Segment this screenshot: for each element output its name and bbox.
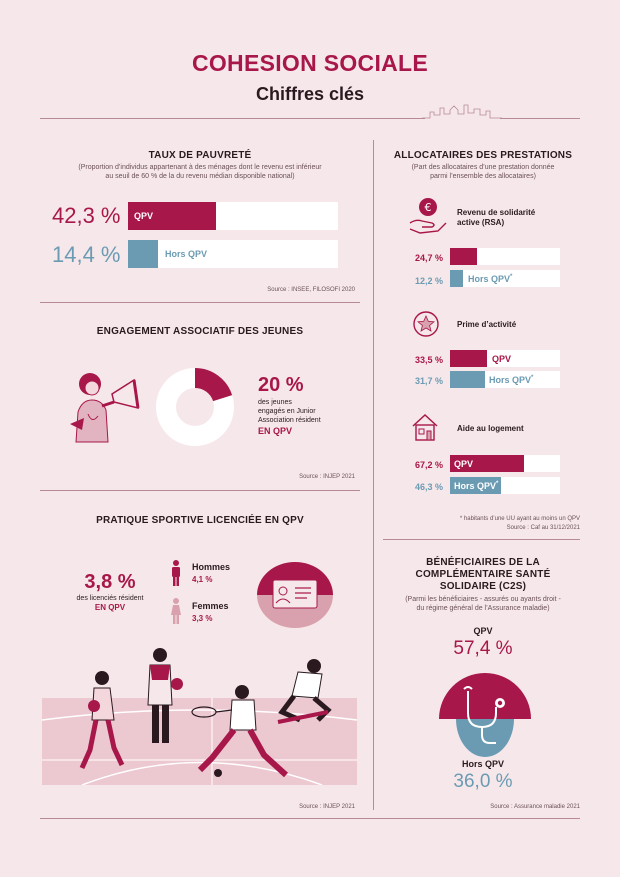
allocataires-source: Source : Caf au 31/12/2021 bbox=[506, 525, 580, 531]
page-title: COHESION SOCIALE bbox=[191, 50, 429, 76]
pauvrete-hors-label: Hors QPV bbox=[165, 249, 208, 259]
engagement-title: ENGAGEMENT ASSOCIATIF DES JEUNES bbox=[96, 326, 304, 337]
c2s-qpv-value: 57,4 % bbox=[453, 638, 513, 659]
allocataires-subtitle-1: (Part des allocataires d’une prestation … bbox=[411, 164, 555, 171]
header-rule-right bbox=[500, 118, 580, 119]
prime-hors-label: Hors QPV* bbox=[489, 375, 533, 385]
engagement-highlight: EN QPV bbox=[258, 426, 293, 436]
allocataires-footnote: * habitants d’une UU ayant au moins un Q… bbox=[459, 516, 580, 522]
pauvrete-subtitle-2: au seuil de 60 % de la du revenu médian … bbox=[105, 173, 295, 180]
sport-source: Source : INJEP 2021 bbox=[299, 804, 355, 810]
rsa-hors-label: Hors QPV* bbox=[468, 274, 512, 284]
rsa-hors-bar-track bbox=[450, 270, 560, 287]
rsa-title-1: Revenu de solidarité bbox=[457, 208, 536, 217]
prime-hors-bar bbox=[450, 371, 485, 388]
man-icon bbox=[172, 560, 180, 586]
prime-title: Prime d’activité bbox=[457, 320, 517, 329]
hommes-value: 4,1 % bbox=[192, 575, 213, 584]
allocataires-subtitle-2: parmi l’ensemble des allocataires) bbox=[430, 173, 536, 180]
page-subtitle: Chiffres clés bbox=[255, 84, 365, 104]
logement-qpv-label: QPV bbox=[454, 459, 474, 469]
rsa-qpv-bar bbox=[450, 248, 477, 265]
sport-title: PRATIQUE SPORTIVE LICENCIÉE EN QPV bbox=[96, 515, 304, 526]
pauvrete-rule bbox=[40, 302, 360, 303]
rsa-qpv-label: QPV bbox=[486, 252, 506, 262]
c2s-title-3: SOLIDAIRE (C2S) bbox=[439, 581, 527, 592]
engagement-donut bbox=[156, 368, 234, 446]
c2s-source: Source : Assurance maladie 2021 bbox=[490, 804, 580, 810]
c2s-title-1: BÉNÉFICIAIRES DE LA bbox=[426, 557, 540, 568]
engagement-text-1: des jeunes bbox=[258, 399, 292, 406]
c2s-title-2: COMPLÉMENTAIRE SANTÉ bbox=[415, 569, 551, 580]
prime-qpv-bar bbox=[450, 350, 487, 367]
c2s-subtitle-1: (Parmi les bénéficiaires - assurés ou ay… bbox=[405, 596, 561, 603]
engagement-value: 20 % bbox=[258, 374, 304, 396]
logement-hors-label-text: Hors QPV bbox=[454, 481, 497, 491]
allocataires-rule bbox=[383, 539, 580, 540]
engagement-text-2: engagés en Junior bbox=[258, 408, 316, 415]
rsa-qpv-value: 24,7 % bbox=[414, 253, 443, 263]
sport-value: 3,8 % bbox=[84, 571, 136, 593]
engagement-rule bbox=[40, 490, 360, 491]
engagement-text-3: Association résident bbox=[258, 417, 321, 424]
pauvrete-qpv-label: QPV bbox=[134, 211, 154, 221]
pauvrete-hors-bar-track bbox=[128, 240, 338, 268]
pauvrete-hors-bar bbox=[128, 240, 158, 268]
logement-hors-bar-track bbox=[450, 477, 560, 494]
prime-qpv-label: QPV bbox=[492, 354, 512, 364]
header-rule-left bbox=[40, 118, 425, 119]
c2s-subtitle-2: du régime général de l’Assurance maladie… bbox=[416, 605, 550, 612]
rsa-hors-label-text: Hors QPV bbox=[468, 274, 511, 284]
pauvrete-title: TAUX DE PAUVRETÉ bbox=[148, 150, 252, 161]
sport-text-1: des licenciés résident bbox=[76, 595, 144, 602]
c2s-qpv-label: QPV bbox=[473, 626, 493, 636]
logement-hors-label: Hors QPV* bbox=[454, 481, 498, 491]
femmes-label: Femmes bbox=[192, 601, 229, 611]
logement-qpv-bar bbox=[450, 455, 524, 472]
logement-hors-value: 46,3 % bbox=[414, 482, 443, 492]
license-card-illustration bbox=[257, 562, 333, 628]
house-icon bbox=[412, 413, 438, 441]
c2s-hors-label: Hors QPV bbox=[461, 759, 504, 769]
hommes-label: Hommes bbox=[192, 562, 231, 572]
logement-qpv-bar-track bbox=[450, 455, 560, 472]
rsa-title-2: active (RSA) bbox=[457, 218, 505, 227]
engagement-donut-share bbox=[156, 368, 234, 446]
sports-players-illustration bbox=[42, 648, 357, 785]
hand-euro-icon: € bbox=[409, 198, 447, 234]
engagement-source: Source : INJEP 2021 bbox=[299, 474, 355, 480]
pauvrete-qpv-bar bbox=[128, 202, 216, 230]
pauvrete-subtitle-1: (Proportion d’individus appartenant à de… bbox=[78, 164, 322, 171]
prime-hors-bar-track bbox=[450, 371, 560, 388]
column-divider bbox=[373, 140, 374, 810]
prime-qpv-bar-track bbox=[450, 350, 560, 367]
prime-qpv-value: 33,5 % bbox=[414, 355, 443, 365]
svg-text:€: € bbox=[425, 201, 432, 214]
logement-title: Aide au logement bbox=[457, 424, 524, 433]
rsa-hors-value: 12,2 % bbox=[414, 276, 443, 286]
logement-hors-sup: * bbox=[496, 481, 499, 487]
prime-hors-value: 31,7 % bbox=[414, 376, 443, 386]
pauvrete-hors-value: 14,4 % bbox=[52, 242, 121, 267]
logement-qpv-value: 67,2 % bbox=[414, 460, 443, 470]
sport-highlight: EN QPV bbox=[94, 603, 126, 612]
woman-icon bbox=[171, 598, 181, 624]
prime-hors-label-text: Hors QPV bbox=[489, 375, 532, 385]
skyline-illustration bbox=[422, 104, 502, 119]
star-badge-icon bbox=[413, 311, 439, 337]
rsa-qpv-bar-track bbox=[450, 248, 560, 265]
allocataires-title: ALLOCATAIRES DES PRESTATIONS bbox=[393, 150, 573, 161]
c2s-hors-value: 36,0 % bbox=[453, 771, 513, 792]
pauvrete-qpv-value: 42,3 % bbox=[52, 203, 121, 228]
stethoscope-semicircles bbox=[439, 673, 531, 757]
rsa-hors-bar bbox=[450, 270, 463, 287]
pauvrete-source: Source : INSEE, FILOSOFI 2020 bbox=[267, 287, 355, 293]
prime-hors-sup: * bbox=[531, 375, 534, 381]
bottom-rule bbox=[40, 818, 580, 819]
logement-hors-bar bbox=[450, 477, 501, 494]
rsa-hors-sup: * bbox=[510, 274, 513, 280]
pauvrete-qpv-bar-track bbox=[128, 202, 338, 230]
megaphone-person-illustration bbox=[70, 373, 140, 443]
femmes-value: 3,3 % bbox=[192, 614, 213, 623]
